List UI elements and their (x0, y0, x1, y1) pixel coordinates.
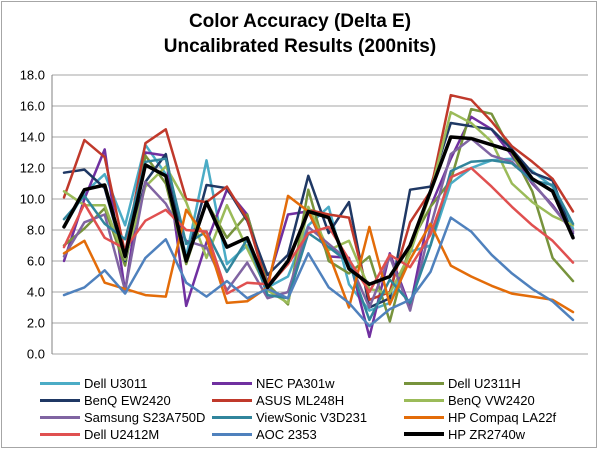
legend-item: BenQ EW2420 (40, 391, 171, 409)
legend-swatch (40, 415, 80, 419)
series-line-11 (62, 135, 575, 290)
legend-label: HP ZR2740w (448, 426, 526, 442)
legend-item: Samsung S23A750D (40, 408, 205, 426)
y-tick-label: 8.0 (27, 223, 45, 238)
legend-swatch (212, 432, 252, 436)
legend-item: Dell U2412M (40, 425, 159, 443)
legend-item: HP ZR2740w (404, 425, 525, 443)
legend-label: ASUS ML248H (256, 392, 345, 408)
legend-swatch (404, 415, 444, 419)
y-tick-label: 0.0 (27, 347, 45, 362)
legend-label: Dell U2311H (448, 375, 521, 391)
y-tick-label: 10.0 (20, 192, 45, 207)
legend-item: HP Compaq LA22f (404, 408, 556, 426)
series-line-4 (62, 93, 575, 302)
chart-subtitle: Uncalibrated Results (200nits) (163, 36, 437, 57)
y-tick-label: 12.0 (20, 161, 45, 176)
legend-swatch (404, 381, 444, 385)
legend-swatch (40, 381, 80, 385)
legend-swatch (212, 381, 252, 385)
legend-item: Dell U2311H (404, 374, 521, 392)
y-tick-label: 14.0 (20, 130, 45, 145)
legend-swatch (212, 398, 252, 402)
series-line-7 (62, 157, 575, 322)
legend-item: AOC 2353 (212, 425, 317, 443)
y-tick-label: 2.0 (27, 316, 45, 331)
series-line-8 (62, 194, 575, 314)
legend-swatch (212, 415, 252, 419)
legend-item: ViewSonic V3D231 (212, 408, 367, 426)
legend-swatch (404, 432, 444, 436)
series-line-9 (62, 166, 575, 295)
legend-label: AOC 2353 (256, 426, 317, 442)
legend-swatch (40, 432, 80, 436)
series-line-6 (62, 137, 575, 312)
legend-label: Dell U3011 (84, 375, 148, 391)
legend-label: BenQ VW2420 (448, 392, 535, 408)
legend-label: BenQ EW2420 (84, 392, 171, 408)
legend-item: Dell U3011 (40, 374, 147, 392)
y-tick-label: 4.0 (27, 285, 45, 300)
legend-label: HP Compaq LA22f (448, 409, 557, 425)
legend-label: ViewSonic V3D231 (256, 409, 368, 425)
series-line-3 (62, 121, 575, 309)
legend-item: NEC PA301w (212, 374, 335, 392)
legend-item: ASUS ML248H (212, 391, 344, 409)
series-line-10 (62, 216, 575, 328)
y-tick-label: 18.0 (20, 68, 45, 83)
legend-item: BenQ VW2420 (404, 391, 535, 409)
y-tick-label: 16.0 (20, 99, 45, 114)
legend-label: NEC PA301w (256, 375, 335, 391)
y-tick-label: 6.0 (27, 254, 45, 269)
legend-swatch (404, 398, 444, 402)
legend-label: Samsung S23A750D (84, 409, 206, 425)
series-line-5 (62, 110, 575, 305)
legend-label: Dell U2412M (84, 426, 160, 442)
legend-swatch (40, 398, 80, 402)
chart-title: Color Accuracy (Delta E) (188, 11, 412, 32)
